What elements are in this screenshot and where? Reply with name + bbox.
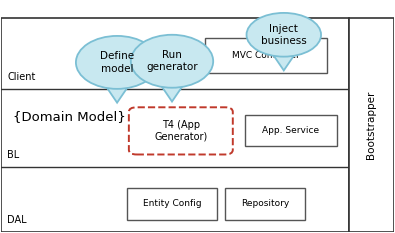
Text: Client: Client xyxy=(7,72,36,82)
Ellipse shape xyxy=(131,35,213,88)
FancyBboxPatch shape xyxy=(225,188,305,220)
FancyBboxPatch shape xyxy=(205,38,327,73)
Bar xyxy=(2,17,348,232)
Text: Entity Config: Entity Config xyxy=(143,199,201,209)
Text: Inject
business: Inject business xyxy=(261,24,307,46)
Text: BL: BL xyxy=(7,150,19,160)
Text: DAL: DAL xyxy=(7,215,27,225)
Ellipse shape xyxy=(246,13,321,57)
Text: MVC Controller: MVC Controller xyxy=(232,51,300,60)
FancyBboxPatch shape xyxy=(127,188,217,220)
Bar xyxy=(348,17,393,232)
FancyBboxPatch shape xyxy=(129,107,233,154)
Ellipse shape xyxy=(76,36,158,89)
Text: Define
model: Define model xyxy=(100,51,134,74)
Text: App. Service: App. Service xyxy=(262,126,319,135)
Polygon shape xyxy=(106,87,128,103)
Text: {Domain Model}: {Domain Model} xyxy=(13,110,126,123)
Polygon shape xyxy=(161,86,183,102)
Polygon shape xyxy=(273,54,295,70)
Text: Repository: Repository xyxy=(241,199,289,209)
Text: Bootstrapper: Bootstrapper xyxy=(366,90,376,159)
Text: Run
generator: Run generator xyxy=(146,50,198,72)
Text: T4 (App
Generator): T4 (App Generator) xyxy=(154,120,207,142)
FancyBboxPatch shape xyxy=(245,115,337,146)
